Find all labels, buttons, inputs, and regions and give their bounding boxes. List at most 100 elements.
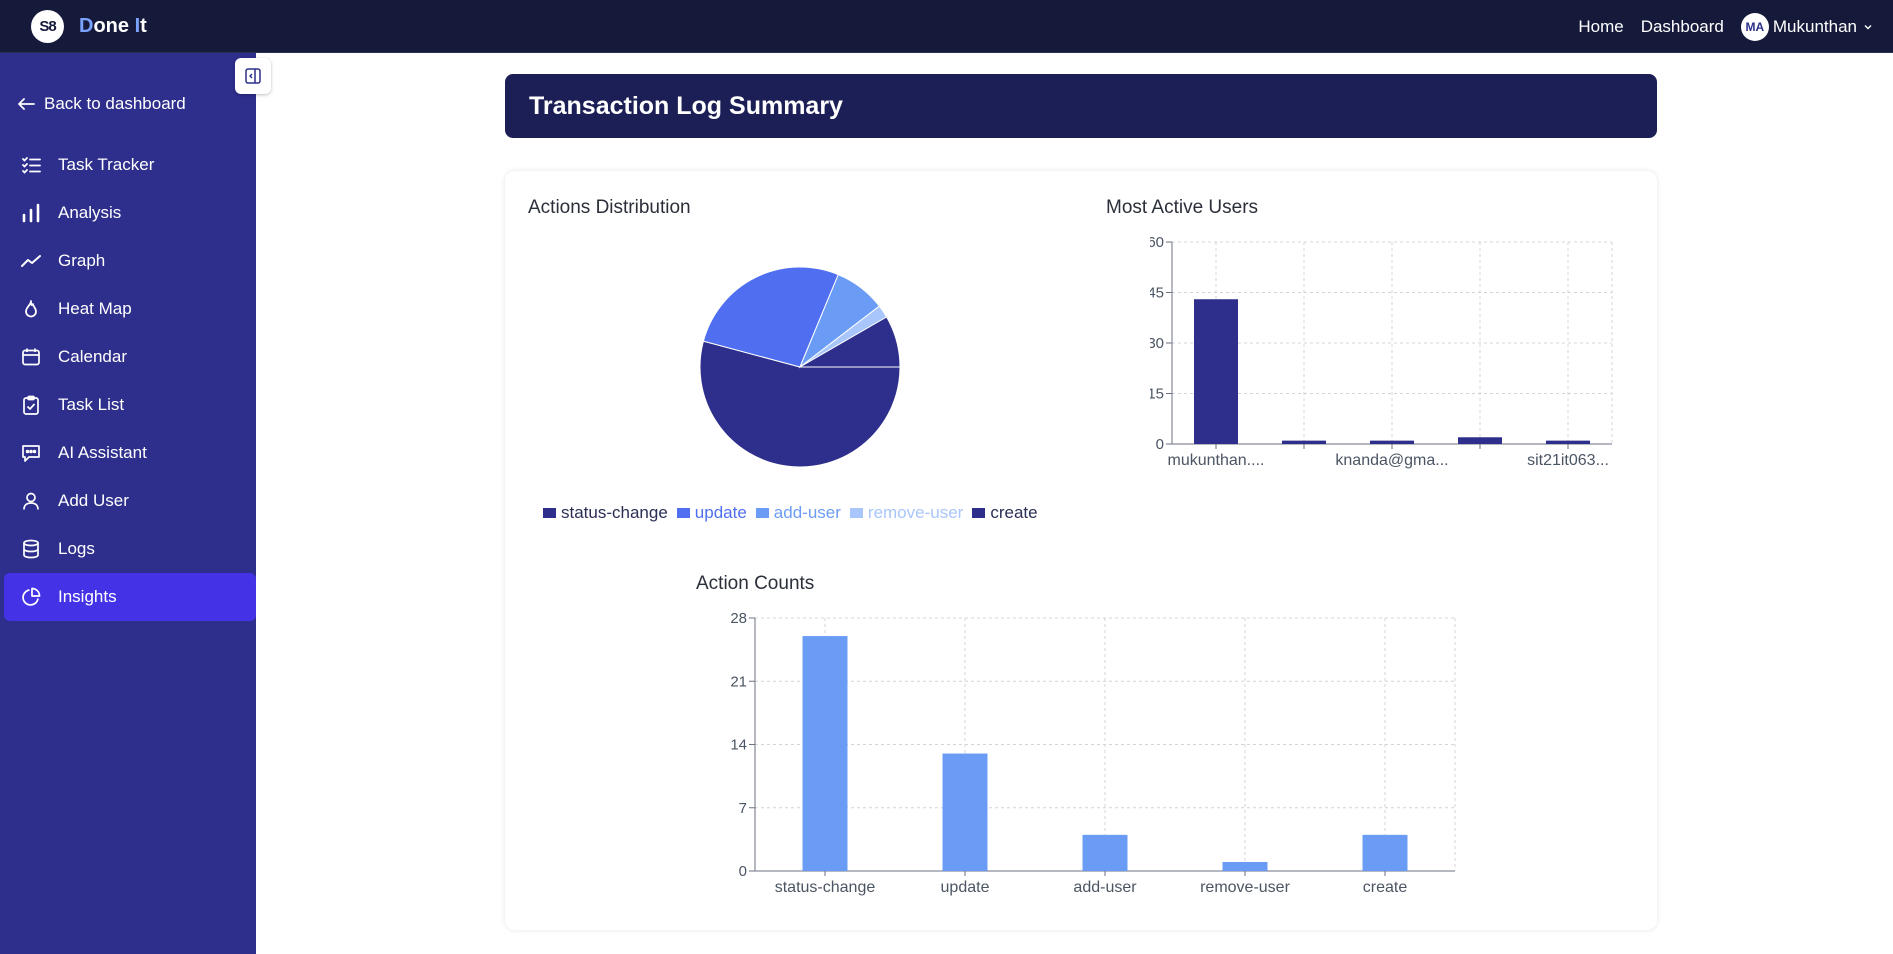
x-tick-label: sit21it063... — [1527, 452, 1609, 469]
x-tick-label: add-user — [1073, 879, 1137, 896]
pie-slice-status-change[interactable] — [699, 340, 901, 468]
sidebar-item-label: Heat Map — [58, 299, 132, 318]
bar-add-user[interactable] — [1082, 834, 1128, 871]
legend-label: add-user — [773, 503, 841, 522]
user-name: Mukunthan — [1772, 16, 1857, 36]
sidebar-item-analysis[interactable]: Analysis — [4, 189, 256, 237]
brand-name-i: I — [134, 14, 141, 37]
bar-update[interactable] — [942, 753, 988, 871]
x-tick-label: mukunthan.... — [1168, 452, 1265, 469]
sidebar-item-label: AI Assistant — [58, 443, 147, 462]
users-chart-title: Most Active Users — [1106, 197, 1259, 218]
legend-item-add-user[interactable]: add-user — [755, 503, 841, 523]
y-tick-label: 0 — [1156, 436, 1164, 453]
brand-name: Done It — [79, 15, 147, 38]
legend-label: status-change — [561, 503, 668, 522]
sidebar-item-task-tracker[interactable]: Task Tracker — [4, 141, 256, 189]
brand-name-d: D — [79, 14, 94, 37]
nav-home-link[interactable]: Home — [1578, 16, 1624, 36]
pie-slice-update[interactable] — [702, 266, 839, 368]
chat-bubble-icon — [20, 442, 42, 464]
y-tick-label: 45 — [1150, 285, 1164, 302]
trend-line-icon — [20, 250, 42, 272]
sidebar-item-task-list[interactable]: Task List — [4, 381, 256, 429]
bar-create[interactable] — [1362, 834, 1408, 871]
y-tick-label: 14 — [730, 737, 747, 754]
brand-name-t: t — [140, 14, 147, 37]
legend-swatch — [676, 508, 690, 518]
sidebar-item-calendar[interactable]: Calendar — [4, 333, 256, 381]
page-header: Transaction Log Summary — [505, 74, 1657, 138]
sidebar-item-label: Task List — [58, 395, 125, 414]
bar-item-2[interactable] — [1282, 440, 1326, 444]
insights-card — [505, 171, 1657, 930]
checklist-icon — [20, 154, 42, 176]
back-to-dashboard-link[interactable]: Back to dashboard — [16, 94, 186, 114]
x-tick-label: status-change — [775, 879, 876, 896]
sidebar-item-insights[interactable]: Insights — [4, 573, 256, 621]
brand[interactable]: S8 Done It — [31, 9, 147, 43]
y-tick-label: 0 — [739, 863, 747, 880]
sidebar-item-label: Add User — [58, 491, 129, 510]
legend-swatch — [972, 508, 986, 518]
panel-collapse-icon — [245, 68, 261, 84]
sidebar-item-heat-map[interactable]: Heat Map — [4, 285, 256, 333]
legend-swatch — [755, 508, 769, 518]
legend-item-status-change[interactable]: status-change — [543, 503, 668, 523]
arrow-left-icon — [18, 98, 35, 110]
bar-mukunthan[interactable] — [1194, 299, 1238, 444]
brand-name-one: one — [93, 14, 135, 37]
actions-distribution-pie-chart — [699, 266, 901, 468]
sidebar-item-logs[interactable]: Logs — [4, 525, 256, 573]
x-tick-label: knanda@gma... — [1335, 452, 1448, 469]
legend-label: create — [990, 503, 1038, 522]
sidebar-item-label: Calendar — [58, 347, 127, 366]
sidebar-item-graph[interactable]: Graph — [4, 237, 256, 285]
legend-item-remove-user[interactable]: remove-user — [849, 503, 964, 523]
nav-dashboard-link[interactable]: Dashboard — [1640, 16, 1724, 36]
bar-item-4[interactable] — [1458, 437, 1502, 444]
legend-label: update — [694, 503, 747, 522]
sidebar-item-label: Logs — [58, 539, 95, 558]
x-tick-label: update — [941, 879, 990, 896]
y-tick-label: 30 — [1150, 335, 1164, 352]
sidebar-item-label: Insights — [58, 587, 117, 606]
counts-chart-title: Action Counts — [696, 573, 815, 594]
bar-sit21it063[interactable] — [1546, 440, 1590, 444]
sidebar-item-ai-assistant[interactable]: AI Assistant — [4, 429, 256, 477]
y-tick-label: 15 — [1150, 386, 1164, 403]
pie-slice-create[interactable] — [798, 316, 901, 368]
bar-remove-user[interactable] — [1222, 861, 1268, 871]
database-icon — [20, 538, 42, 560]
x-tick-label: create — [1363, 879, 1408, 896]
sidebar-collapse-button[interactable] — [235, 58, 271, 94]
calendar-icon — [20, 346, 42, 368]
pie-chart-icon — [20, 586, 42, 608]
action-counts-bar-chart: 0 7 14 21 28 status-change update add-user remov… — [730, 610, 1456, 896]
bar-status-change[interactable] — [802, 636, 848, 871]
sidebar-item-add-user[interactable]: Add User — [4, 477, 256, 525]
sidebar-menu: Task Tracker Analysis Graph Heat Map Cal… — [4, 141, 256, 621]
y-tick-label: 21 — [730, 673, 747, 690]
legend-item-update[interactable]: update — [676, 503, 747, 523]
most-active-users-bar-chart: 0 15 30 45 60 mukunthan.... knanda@gma... sit21… — [1150, 234, 1613, 469]
bar-chart-icon — [20, 202, 42, 224]
top-nav-links: Home Dashboard MA Mukunthan — [1561, 0, 1873, 53]
brand-logo: S8 — [31, 9, 64, 43]
legend-swatch — [543, 508, 556, 518]
top-navbar: S8 Done It Home Dashboard MA Mukunthan — [0, 0, 1893, 53]
page-title: Transaction Log Summary — [529, 91, 843, 120]
y-tick-label: 60 — [1150, 234, 1164, 251]
clipboard-check-icon — [20, 394, 42, 416]
legend-label: remove-user — [867, 503, 964, 522]
user-icon — [20, 490, 42, 512]
chevron-down-icon — [1864, 24, 1872, 29]
legend-item-create[interactable]: create — [972, 503, 1038, 523]
user-menu[interactable]: MA Mukunthan — [1740, 12, 1873, 41]
x-tick-label: remove-user — [1200, 879, 1290, 896]
sidebar: Back to dashboard Task Tracker Analysis … — [0, 53, 256, 954]
avatar: MA — [1740, 12, 1769, 41]
y-tick-label: 28 — [730, 610, 747, 627]
flame-icon — [20, 298, 42, 320]
bar-knanda-gma[interactable] — [1370, 440, 1414, 444]
